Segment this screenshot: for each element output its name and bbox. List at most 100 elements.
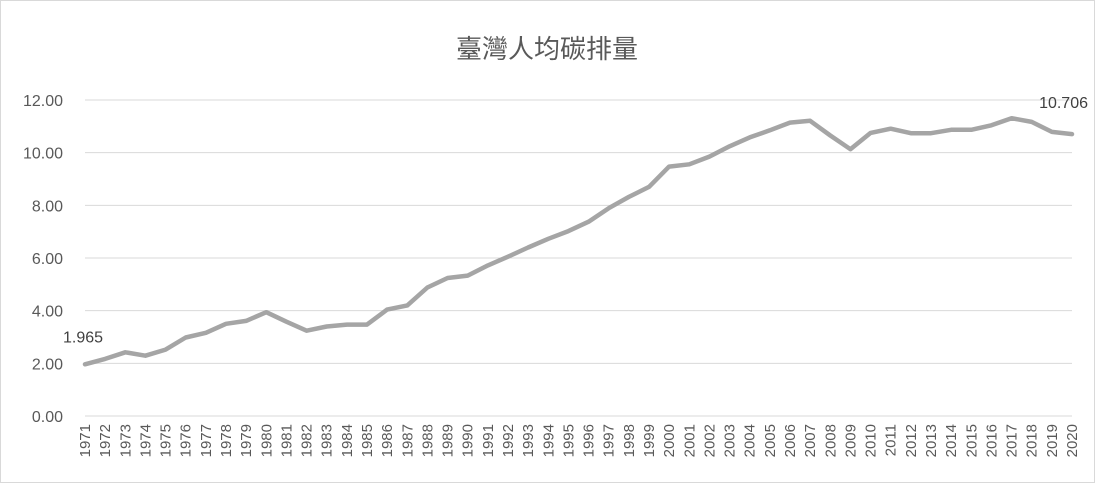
data-point [848, 147, 852, 151]
y-tick-label: 10.00 [23, 146, 63, 163]
data-point [969, 128, 973, 132]
data-point [284, 320, 288, 324]
series-layer [82, 115, 1075, 367]
data-point [405, 303, 409, 307]
x-tick-label: 2001 [681, 424, 698, 457]
data-point [647, 185, 651, 189]
x-tick-label: 1989 [440, 424, 457, 457]
x-tick-label: 2013 [923, 424, 940, 457]
x-tick-label: 1980 [258, 424, 275, 457]
x-tick-label: 1984 [339, 424, 356, 457]
data-point [264, 310, 268, 314]
x-tick-label: 2006 [782, 424, 799, 457]
data-point [184, 336, 188, 340]
x-tick-label: 2019 [1044, 424, 1061, 457]
data-point [224, 322, 228, 326]
x-tick-label: 1995 [560, 424, 577, 457]
data-point [828, 134, 832, 138]
y-axis-ticks: 0.00 2.00 4.00 6.00 8.00 10.00 12.00 [23, 93, 63, 426]
data-point [1050, 130, 1054, 134]
data-point [526, 245, 530, 249]
data-point [143, 354, 147, 358]
y-tick-label: 4.00 [32, 304, 63, 321]
x-tick-label: 2014 [943, 424, 960, 457]
y-tick-label: 0.00 [32, 409, 63, 426]
x-tick-label: 1997 [601, 424, 618, 457]
x-tick-label: 1977 [198, 424, 215, 457]
data-point [385, 308, 389, 312]
data-label: 1.965 [63, 329, 103, 346]
x-tick-label: 2016 [983, 424, 1000, 457]
data-point [1010, 116, 1014, 120]
y-tick-label: 2.00 [32, 356, 63, 373]
x-tick-label: 2007 [802, 424, 819, 457]
x-tick-label: 1972 [97, 424, 114, 457]
x-tick-label: 2020 [1064, 424, 1081, 457]
y-tick-label: 8.00 [32, 198, 63, 215]
x-tick-label: 1973 [117, 424, 134, 457]
x-tick-label: 1992 [500, 424, 517, 457]
x-tick-label: 2004 [742, 424, 759, 457]
data-point [103, 357, 107, 361]
data-point [345, 323, 349, 327]
x-tick-label: 1978 [218, 424, 235, 457]
data-point [123, 350, 127, 354]
data-point [1070, 132, 1074, 136]
data-point [365, 323, 369, 327]
data-point [566, 229, 570, 233]
x-tick-label: 2002 [701, 424, 718, 457]
data-point [506, 255, 510, 259]
data-point [808, 119, 812, 123]
data-point [728, 144, 732, 148]
x-tick-label: 1991 [480, 424, 497, 457]
x-tick-label: 1988 [419, 424, 436, 457]
x-tick-label: 1976 [178, 424, 195, 457]
data-point [627, 195, 631, 199]
data-label: 10.706 [1039, 95, 1088, 112]
x-tick-label: 2009 [842, 424, 859, 457]
y-tick-label: 12.00 [23, 93, 63, 110]
data-point [1030, 120, 1034, 124]
data-point [587, 220, 591, 224]
x-tick-label: 1998 [621, 424, 638, 457]
x-tick-label: 1987 [399, 424, 416, 457]
data-point [949, 128, 953, 132]
x-tick-label: 2018 [1024, 424, 1041, 457]
data-labels: 1.965 10.706 [63, 95, 1088, 346]
x-tick-label: 2005 [762, 424, 779, 457]
x-tick-label: 2008 [822, 424, 839, 457]
data-point [889, 127, 893, 131]
x-tick-label: 1986 [379, 424, 396, 457]
x-tick-label: 1982 [299, 424, 316, 457]
data-point [244, 319, 248, 323]
data-point [667, 165, 671, 169]
x-tick-label: 2000 [661, 424, 678, 457]
data-point [748, 135, 752, 139]
data-point [768, 128, 772, 132]
chart-title: 臺灣人均碳排量 [456, 35, 638, 65]
x-tick-label: 1983 [319, 424, 336, 457]
data-point [929, 131, 933, 135]
data-point [989, 123, 993, 127]
x-tick-label: 1985 [359, 424, 376, 457]
data-point [425, 285, 429, 289]
data-point [546, 237, 550, 241]
data-point [83, 362, 87, 366]
data-point [788, 121, 792, 125]
x-axis-ticks: 1971 1972 1973 1974 1975 1976 1977 1978 1979 1980… [77, 424, 1081, 457]
x-tick-label: 1994 [540, 424, 557, 457]
data-point [869, 131, 873, 135]
data-point [164, 348, 168, 352]
x-tick-label: 2017 [1004, 424, 1021, 457]
x-tick-label: 1981 [278, 424, 295, 457]
x-tick-label: 2012 [903, 424, 920, 457]
x-tick-label: 1993 [520, 424, 537, 457]
data-point [486, 263, 490, 267]
data-point [305, 329, 309, 333]
data-point [687, 162, 691, 166]
y-tick-label: 6.00 [32, 251, 63, 268]
data-point [446, 276, 450, 280]
data-point [325, 324, 329, 328]
